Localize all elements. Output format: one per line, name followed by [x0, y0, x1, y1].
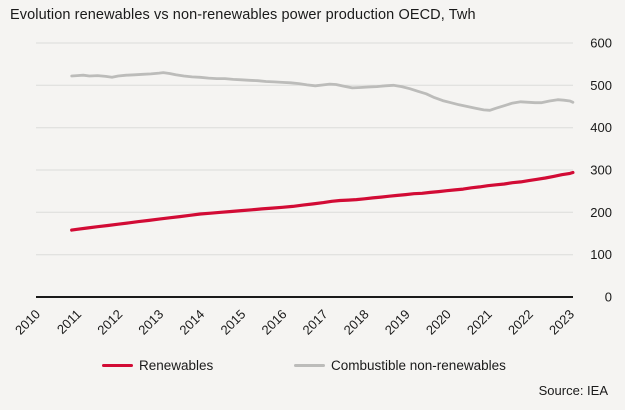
x-axis-tick-label: 2017 [300, 307, 331, 338]
series-lines [70, 71, 575, 232]
x-axis-tick-label: 2012 [94, 307, 125, 338]
x-axis-labels: 2010 2011 2012 2013 2014 2015 2016 2017 2018 2019… [12, 307, 577, 338]
legend-swatch-non-renewables-icon [294, 363, 325, 368]
y-axis-tick-label: 200 [590, 205, 612, 220]
legend: Renewables Combustible non-renewables [0, 358, 625, 378]
x-axis-tick-label: 2016 [259, 307, 290, 338]
x-axis-tick-label: 2010 [12, 307, 43, 338]
series-line-renewables [70, 170, 575, 232]
x-axis-tick-label: 2021 [464, 307, 495, 338]
y-axis-labels: 0 100 200 300 400 500 600 [590, 36, 612, 305]
legend-label-non-renewables: Combustible non-renewables [331, 358, 506, 373]
legend-item-non-renewables: Combustible non-renewables [294, 358, 506, 373]
y-axis-tick-label: 400 [590, 120, 612, 135]
y-axis-tick-label: 500 [590, 78, 612, 93]
gridlines [36, 42, 573, 298]
x-axis-tick-label: 2014 [176, 307, 207, 338]
source-note: Source: IEA [538, 383, 608, 398]
x-axis-tick-label: 2013 [135, 307, 166, 338]
x-axis-tick-label: 2023 [546, 307, 577, 338]
x-axis-tick-label: 2020 [423, 307, 454, 338]
y-axis-tick-label: 300 [590, 163, 612, 178]
x-axis-tick-label: 2019 [382, 307, 413, 338]
series-line-combustible-non-renewables [70, 71, 575, 112]
x-axis-tick-label: 2022 [505, 307, 536, 338]
legend-swatch-renewables-icon [102, 363, 133, 368]
y-axis-tick-label: 100 [590, 247, 612, 262]
x-axis-tick-label: 2018 [341, 307, 372, 338]
y-axis-tick-label: 600 [590, 36, 612, 51]
y-axis-tick-label: 0 [605, 290, 612, 305]
x-axis-tick-label: 2011 [54, 307, 84, 337]
legend-item-renewables: Renewables [102, 358, 213, 373]
x-axis-tick-label: 2015 [217, 307, 248, 338]
legend-label-renewables: Renewables [139, 358, 214, 373]
chart-title: Evolution renewables vs non-renewables p… [10, 7, 476, 23]
